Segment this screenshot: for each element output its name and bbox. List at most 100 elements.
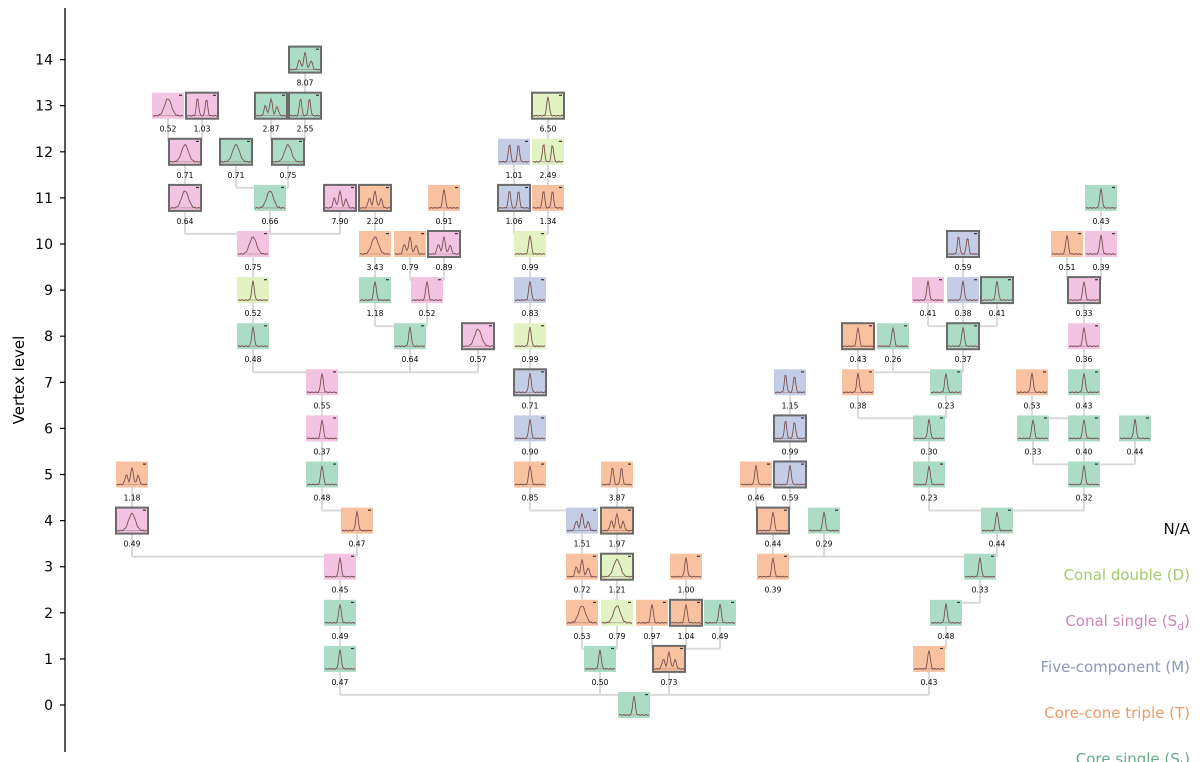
vertex-node[interactable] — [1085, 231, 1117, 257]
vertex-node[interactable] — [394, 323, 426, 350]
vertex-node[interactable] — [1085, 184, 1117, 211]
vertex-node[interactable] — [514, 231, 546, 257]
vertex-node[interactable] — [566, 507, 598, 534]
vertex-node[interactable] — [306, 369, 338, 396]
vertex-node[interactable] — [411, 277, 443, 304]
vertex-node[interactable] — [498, 138, 530, 165]
vertex-node[interactable] — [306, 461, 338, 488]
node-thumbnail — [306, 415, 338, 442]
vertex-node[interactable] — [877, 323, 909, 350]
vertex-node[interactable] — [1067, 276, 1101, 305]
vertex-node[interactable] — [168, 183, 202, 212]
vertex-node[interactable] — [618, 692, 650, 718]
vertex-node[interactable] — [1068, 323, 1100, 350]
vertex-node[interactable] — [185, 91, 219, 120]
vertex-node[interactable] — [514, 461, 546, 488]
vertex-node[interactable] — [773, 414, 807, 443]
vertex-node[interactable] — [1068, 461, 1100, 488]
vertex-node[interactable] — [670, 553, 702, 580]
vertex-node[interactable] — [306, 415, 338, 442]
vertex-node[interactable] — [428, 184, 460, 211]
vertex-node[interactable] — [913, 461, 945, 488]
vertex-node[interactable] — [774, 369, 806, 396]
vertex-node[interactable] — [237, 231, 269, 257]
vertex-node[interactable] — [359, 277, 391, 304]
vertex-node[interactable] — [601, 599, 633, 626]
vertex-node[interactable] — [271, 137, 305, 166]
node-thumbnail — [428, 184, 460, 211]
vertex-node[interactable] — [1068, 415, 1100, 442]
vertex-node[interactable] — [254, 184, 286, 211]
vertex-node[interactable] — [981, 507, 1013, 534]
vertex-node[interactable] — [566, 553, 598, 580]
node-thumbnail — [652, 644, 686, 673]
vertex-node[interactable] — [323, 183, 357, 212]
vertex-node[interactable] — [930, 369, 962, 396]
vertex-node[interactable] — [115, 506, 149, 535]
vertex-node[interactable] — [841, 322, 875, 351]
vertex-node[interactable] — [324, 645, 356, 672]
vertex-node[interactable] — [219, 137, 253, 166]
vertex-node[interactable] — [704, 599, 736, 626]
vertex-node[interactable] — [514, 277, 546, 304]
vertex-node[interactable] — [514, 415, 546, 442]
vertex-node[interactable] — [842, 369, 874, 396]
vertex-node[interactable] — [359, 231, 391, 257]
vertex-node[interactable] — [947, 277, 979, 304]
vertex-node[interactable] — [531, 91, 565, 120]
pulse-profile — [808, 511, 840, 532]
profile-marker — [974, 233, 977, 235]
vertex-node[interactable] — [913, 415, 945, 442]
vertex-node[interactable] — [669, 598, 703, 627]
vertex-node[interactable] — [930, 599, 962, 626]
node-value-label: 7.90 — [332, 217, 349, 226]
vertex-node[interactable] — [756, 506, 790, 535]
vertex-node[interactable] — [1017, 415, 1049, 442]
vertex-node[interactable] — [566, 599, 598, 626]
vertex-node[interactable] — [461, 322, 495, 351]
vertex-node[interactable] — [288, 45, 322, 74]
vertex-node[interactable] — [116, 461, 148, 488]
vertex-node[interactable] — [946, 322, 980, 351]
vertex-node[interactable] — [740, 461, 772, 488]
vertex-node[interactable] — [532, 138, 564, 165]
vertex-node[interactable] — [912, 277, 944, 304]
vertex-node[interactable] — [636, 599, 668, 626]
vertex-node[interactable] — [288, 91, 322, 120]
node-value-label: 1.03 — [194, 125, 211, 134]
vertex-node[interactable] — [757, 553, 789, 580]
vertex-node[interactable] — [980, 276, 1014, 305]
vertex-node[interactable] — [497, 183, 531, 212]
vertex-node[interactable] — [964, 553, 996, 580]
vertex-node[interactable] — [358, 183, 392, 212]
vertex-node[interactable] — [168, 137, 202, 166]
vertex-node[interactable] — [652, 644, 686, 673]
vertex-node[interactable] — [532, 184, 564, 211]
vertex-node[interactable] — [513, 368, 547, 397]
vertex-node[interactable] — [324, 599, 356, 626]
vertex-node[interactable] — [237, 323, 269, 350]
pulse-profile — [324, 649, 356, 670]
vertex-node[interactable] — [600, 552, 634, 581]
vertex-node[interactable] — [600, 506, 634, 535]
vertex-node[interactable] — [152, 92, 184, 119]
vertex-node[interactable] — [773, 460, 807, 489]
vertex-node[interactable] — [601, 461, 633, 488]
vertex-node[interactable] — [394, 231, 426, 257]
vertex-node[interactable] — [427, 230, 461, 258]
vertex-node[interactable] — [1051, 231, 1083, 257]
vertex-node[interactable] — [237, 277, 269, 304]
vertex-node[interactable] — [254, 91, 288, 120]
vertex-node[interactable] — [1119, 415, 1151, 442]
profile-marker — [455, 186, 458, 189]
vertex-node[interactable] — [514, 323, 546, 350]
vertex-node[interactable] — [584, 645, 616, 672]
vertex-node[interactable] — [341, 507, 373, 534]
vertex-node[interactable] — [324, 553, 356, 580]
vertex-node[interactable] — [946, 230, 980, 258]
vertex-node[interactable] — [1016, 369, 1048, 396]
vertex-node[interactable] — [1068, 369, 1100, 396]
vertex-node[interactable] — [913, 645, 945, 672]
vertex-node[interactable] — [808, 507, 840, 534]
